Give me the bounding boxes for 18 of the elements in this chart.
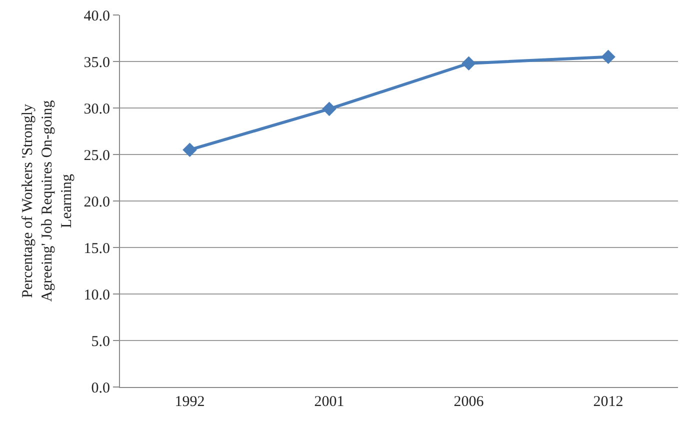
x-tick-label: 2012 (593, 394, 624, 410)
y-tick-label: 40.0 (84, 8, 110, 24)
y-tick-label: 20.0 (84, 194, 110, 210)
y-axis-title: Percentage of Workers 'Strongly Agreeing' Job Requires On-going Learning (20, 100, 75, 302)
x-tick-label: 2006 (454, 394, 484, 410)
y-tick-label: 5.0 (91, 334, 110, 350)
point (182, 142, 197, 157)
y-tick-label: 0.0 (91, 380, 110, 396)
y-tick-label: 10.0 (84, 287, 110, 304)
y-tick-label: 35.0 (84, 54, 110, 71)
x-tick-label: 2001 (314, 394, 344, 410)
y-tick-label: 30.0 (84, 101, 110, 118)
point (322, 102, 336, 116)
y-tick-label: 15.0 (84, 240, 110, 257)
point (601, 50, 616, 64)
y-tick-label: 25.0 (84, 148, 110, 164)
x-tick-label: 1992 (174, 394, 205, 410)
point (462, 56, 476, 71)
